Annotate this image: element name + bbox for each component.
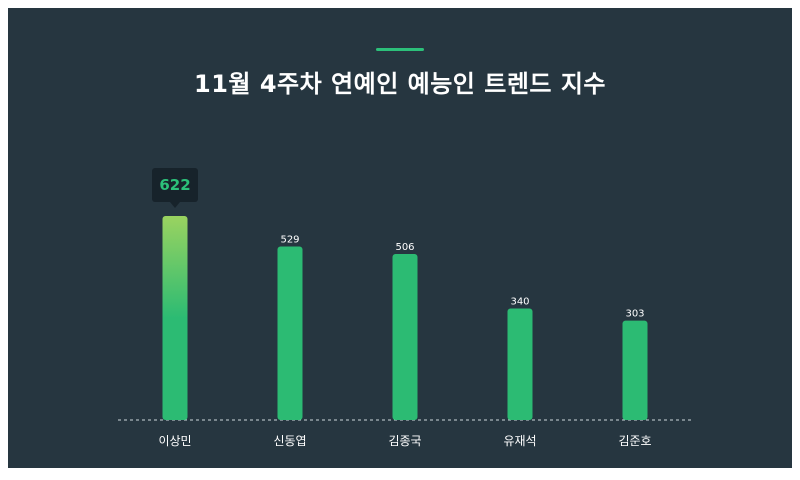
chart-title: 11월 4주차 연예인 예능인 트렌드 지수 (194, 70, 606, 98)
bar (162, 216, 188, 420)
title-accent-line (376, 48, 424, 51)
bar-value-label: 303 (625, 309, 644, 320)
category-label: 김종국 (388, 434, 421, 448)
category-label: 김준호 (618, 434, 651, 448)
bar (507, 308, 533, 420)
category-label: 이상민 (158, 434, 191, 448)
bar-chart: 622 이상민 529 신동엽 506 김종국 340 유재석 303 김준호 (118, 168, 692, 448)
bar (392, 254, 418, 420)
category-label: 신동엽 (273, 434, 306, 448)
chart-card: 11월 4주차 연예인 예능인 트렌드 지수 622 이상민 529 신동엽 506 김종… (8, 8, 792, 468)
bar (277, 246, 303, 420)
category-label: 유재석 (503, 434, 536, 448)
tooltip-pointer (170, 202, 180, 208)
bar-value-label: 340 (510, 296, 529, 307)
value-tooltip (152, 168, 198, 202)
bar-value-label: 529 (280, 235, 299, 246)
tooltip-value-label: 622 (159, 176, 190, 194)
bar-value-label: 506 (395, 242, 414, 253)
bar (622, 320, 648, 420)
